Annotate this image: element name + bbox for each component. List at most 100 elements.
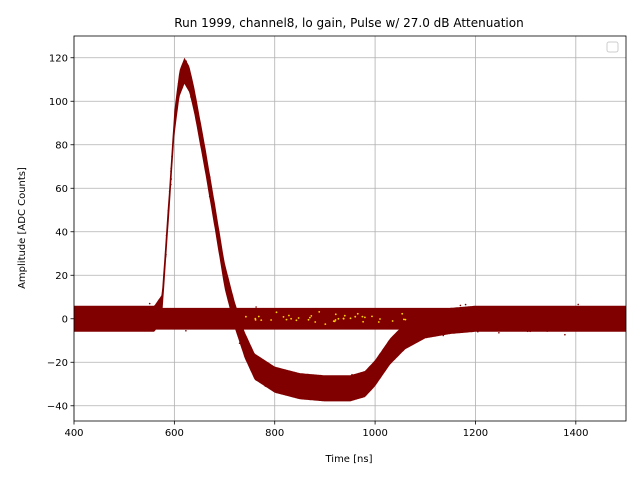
- scatter-point: [381, 366, 384, 368]
- scatter-point: [230, 304, 233, 307]
- highlight-point: [254, 319, 257, 321]
- scatter-point: [406, 333, 409, 336]
- scatter-point: [212, 200, 214, 202]
- scatter-point: [227, 297, 230, 299]
- scatter-point: [193, 107, 196, 109]
- scatter-point: [337, 391, 339, 394]
- scatter-point: [172, 311, 174, 313]
- scatter-point: [201, 141, 204, 144]
- highlight-point: [356, 312, 359, 315]
- highlight-point: [324, 323, 327, 325]
- scatter-point: [218, 312, 221, 315]
- scatter-point: [233, 322, 235, 324]
- scatter-point: [488, 319, 491, 321]
- scatter-point: [386, 357, 389, 359]
- scatter-point: [170, 183, 172, 186]
- scatter-point: [208, 195, 211, 198]
- scatter-point: [209, 176, 211, 178]
- scatter-point: [284, 381, 287, 384]
- scatter-point: [304, 313, 306, 316]
- scatter-point: [384, 349, 387, 351]
- scatter-point: [134, 318, 136, 320]
- scatter-point: [450, 325, 453, 328]
- scatter-point: [268, 373, 270, 375]
- scatter-point: [186, 74, 188, 76]
- scatter-point: [324, 388, 326, 390]
- scatter-point: [425, 317, 427, 320]
- scatter-point: [408, 335, 410, 337]
- scatter-point: [325, 382, 328, 385]
- scatter-point: [368, 372, 370, 375]
- scatter-point: [184, 65, 187, 67]
- scatter-point: [594, 311, 597, 314]
- scatter-point: [143, 330, 145, 332]
- highlight-point: [314, 321, 317, 323]
- scatter-point: [458, 317, 461, 320]
- scatter-point: [378, 365, 380, 368]
- scatter-point: [309, 395, 311, 398]
- scatter-point: [336, 382, 339, 385]
- scatter-point: [185, 330, 187, 332]
- scatter-point: [399, 315, 401, 318]
- scatter-point: [347, 393, 349, 396]
- scatter-point: [373, 364, 375, 367]
- scatter-point: [237, 334, 240, 336]
- scatter-point: [412, 335, 415, 338]
- scatter-point: [203, 162, 206, 165]
- scatter-point: [489, 314, 492, 316]
- highlight-point: [401, 312, 404, 315]
- scatter-point: [621, 310, 623, 312]
- highlight-point: [364, 316, 366, 319]
- scatter-point: [398, 312, 401, 314]
- scatter-point: [374, 375, 377, 377]
- scatter-point: [213, 311, 216, 314]
- highlight-point: [260, 319, 263, 321]
- scatter-point: [365, 391, 367, 394]
- scatter-point: [239, 314, 241, 317]
- scatter-point: [164, 255, 167, 258]
- highlight-point: [334, 313, 337, 316]
- scatter-point: [161, 302, 163, 304]
- highlight-point: [391, 320, 394, 322]
- scatter-point: [229, 293, 231, 295]
- highlight-point: [270, 319, 272, 321]
- scatter-point: [215, 224, 217, 227]
- x-tick-label: 1400: [563, 428, 588, 439]
- scatter-point: [406, 339, 409, 342]
- scatter-point: [385, 314, 388, 317]
- scatter-point: [326, 386, 328, 389]
- scatter-point: [342, 386, 345, 389]
- scatter-point: [309, 308, 311, 311]
- scatter-point: [170, 167, 172, 170]
- scatter-point: [213, 314, 216, 317]
- legend-box: [606, 41, 619, 53]
- scatter-point: [351, 373, 353, 376]
- scatter-point: [413, 341, 415, 343]
- highlight-point: [285, 318, 288, 321]
- scatter-point: [299, 382, 302, 384]
- scatter-point: [477, 330, 479, 333]
- scatter-point: [594, 314, 597, 316]
- scatter-point: [200, 133, 202, 135]
- scatter-point: [365, 324, 368, 326]
- scatter-point: [180, 326, 182, 329]
- scatter-point: [213, 208, 216, 210]
- scatter-point: [314, 323, 316, 326]
- scatter-point: [519, 312, 522, 315]
- scatter-point: [274, 375, 277, 378]
- scatter-point: [216, 320, 219, 322]
- scatter-point: [278, 368, 281, 371]
- scatter-point: [372, 373, 374, 376]
- scatter-point: [348, 390, 351, 393]
- scatter-point: [356, 315, 359, 318]
- scatter-point: [403, 332, 406, 334]
- scatter-point: [214, 222, 217, 225]
- scatter-point: [277, 317, 280, 320]
- scatter-point: [367, 387, 370, 389]
- scatter-point: [388, 320, 391, 322]
- scatter-point: [545, 327, 547, 330]
- scatter-point: [189, 317, 192, 320]
- y-tick-label: −40: [47, 401, 68, 412]
- scatter-point: [268, 385, 270, 388]
- axes-layer: 400 600 800 1000 1200 1400 −40 −20 0 20 40 60 80 100 1…: [47, 35, 627, 439]
